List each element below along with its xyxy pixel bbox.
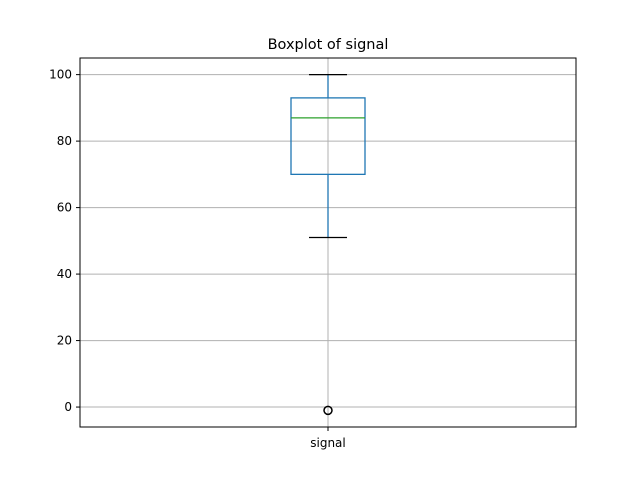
- x-tick-label: signal: [310, 436, 346, 450]
- plot-marks: [290, 73, 366, 416]
- chart-title: Boxplot of signal: [268, 37, 389, 53]
- axis-ticks: 0 20 40 60 80 100 signal: [49, 68, 346, 450]
- y-tick-label: 60: [57, 201, 72, 215]
- y-tick-label: 80: [57, 134, 72, 148]
- outlier-point: [323, 405, 333, 416]
- box: [290, 97, 366, 176]
- y-tick-label: 0: [64, 400, 72, 414]
- grid-lines: [80, 58, 576, 427]
- y-tick-label: 20: [57, 334, 72, 348]
- y-tick-label: 100: [49, 68, 72, 82]
- y-tick-label: 40: [57, 267, 72, 281]
